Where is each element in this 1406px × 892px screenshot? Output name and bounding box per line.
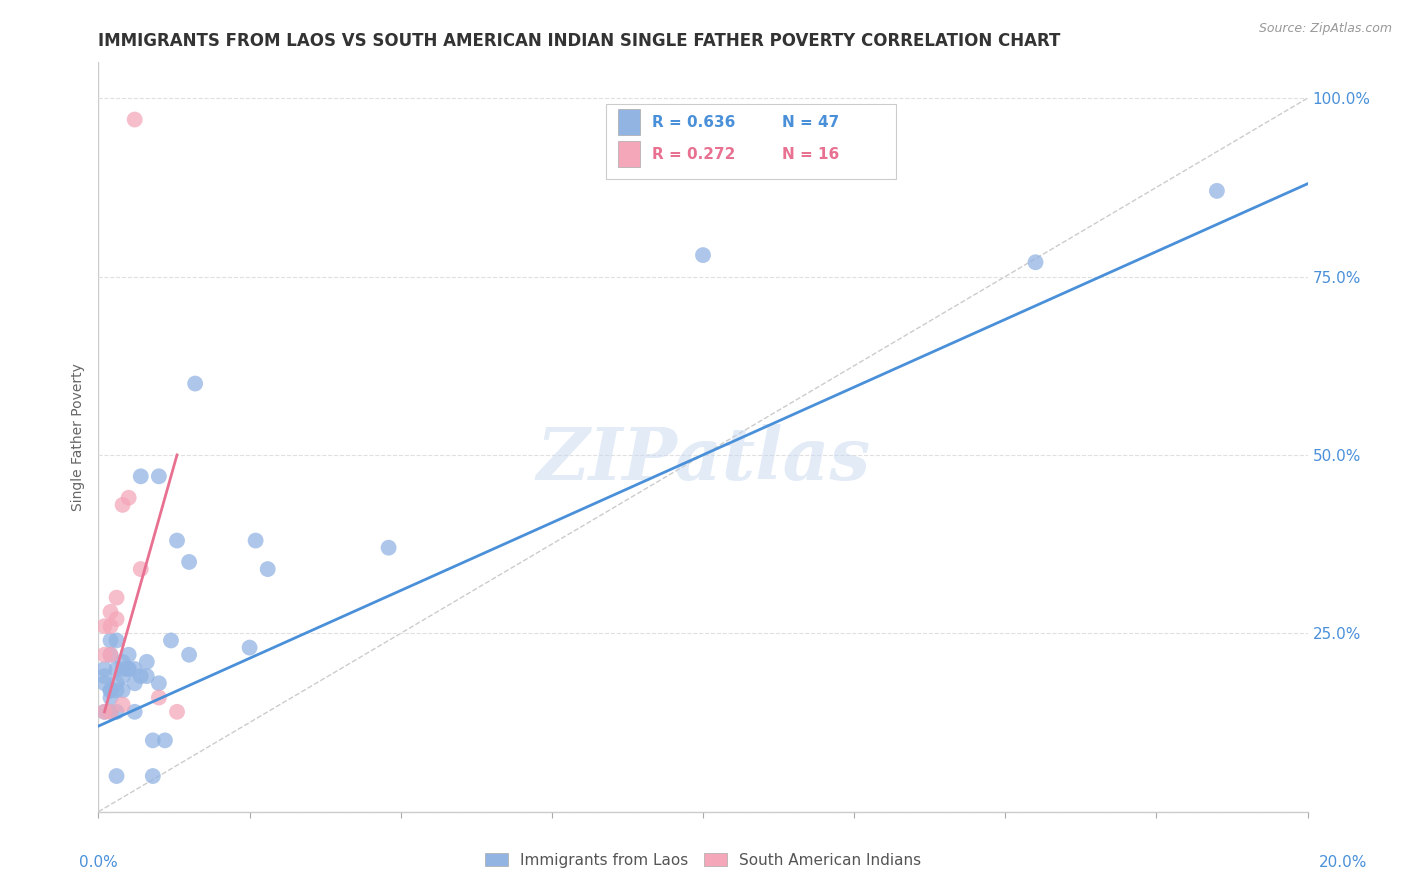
Point [105, 769, 128, 783]
Text: N = 16: N = 16 [782, 146, 839, 161]
Point [129, 562, 152, 576]
Point [105, 633, 128, 648]
Point [105, 683, 128, 698]
Point [160, 633, 183, 648]
Point [184, 376, 207, 391]
Point [179, 555, 201, 569]
Point [153, 733, 176, 747]
Point [111, 698, 134, 712]
Point [142, 733, 165, 747]
Point [93, 648, 115, 662]
Point [129, 469, 152, 483]
Point [129, 669, 152, 683]
FancyBboxPatch shape [619, 109, 640, 135]
Point [124, 662, 146, 676]
Point [105, 662, 128, 676]
Point [148, 690, 170, 705]
Point [93, 669, 115, 683]
Point [93, 619, 115, 633]
Point [1206, 184, 1229, 198]
Point [142, 769, 165, 783]
Point [100, 683, 122, 698]
Point [179, 648, 201, 662]
Text: N = 47: N = 47 [782, 114, 839, 129]
Point [93, 705, 115, 719]
Point [256, 562, 278, 576]
Point [93, 662, 115, 676]
Legend: Immigrants from Laos, South American Indians: Immigrants from Laos, South American Ind… [485, 853, 921, 868]
Point [111, 662, 134, 676]
Point [111, 655, 134, 669]
Point [1024, 255, 1046, 269]
Point [239, 640, 262, 655]
Point [105, 591, 128, 605]
Point [105, 612, 128, 626]
Point [100, 619, 122, 633]
Text: 0.0%: 0.0% [79, 855, 118, 870]
Point [100, 705, 122, 719]
Point [100, 648, 122, 662]
Point [105, 676, 128, 690]
Point [118, 491, 141, 505]
Point [100, 705, 122, 719]
Point [111, 683, 134, 698]
Point [166, 533, 188, 548]
Point [100, 648, 122, 662]
Text: IMMIGRANTS FROM LAOS VS SOUTH AMERICAN INDIAN SINGLE FATHER POVERTY CORRELATION : IMMIGRANTS FROM LAOS VS SOUTH AMERICAN I… [98, 32, 1060, 50]
Point [135, 655, 157, 669]
Point [118, 648, 141, 662]
Point [118, 662, 141, 676]
Text: Source: ZipAtlas.com: Source: ZipAtlas.com [1258, 22, 1392, 36]
Text: 20.0%: 20.0% [1319, 855, 1367, 870]
Point [111, 498, 134, 512]
Point [124, 112, 146, 127]
Y-axis label: Single Father Poverty: Single Father Poverty [72, 363, 86, 511]
Point [124, 705, 146, 719]
Point [124, 676, 146, 690]
Point [135, 669, 157, 683]
Point [245, 533, 267, 548]
Point [100, 683, 122, 698]
Point [111, 669, 134, 683]
Point [166, 705, 188, 719]
Point [692, 248, 714, 262]
Point [105, 705, 128, 719]
Point [100, 605, 122, 619]
FancyBboxPatch shape [619, 141, 640, 168]
Point [148, 676, 170, 690]
FancyBboxPatch shape [606, 103, 897, 178]
Point [377, 541, 399, 555]
Point [100, 633, 122, 648]
Point [100, 690, 122, 705]
Text: R = 0.272: R = 0.272 [652, 146, 735, 161]
Text: ZIPatlas: ZIPatlas [536, 424, 870, 495]
Point [118, 662, 141, 676]
Point [93, 705, 115, 719]
Point [148, 469, 170, 483]
Text: R = 0.636: R = 0.636 [652, 114, 735, 129]
Point [93, 676, 115, 690]
